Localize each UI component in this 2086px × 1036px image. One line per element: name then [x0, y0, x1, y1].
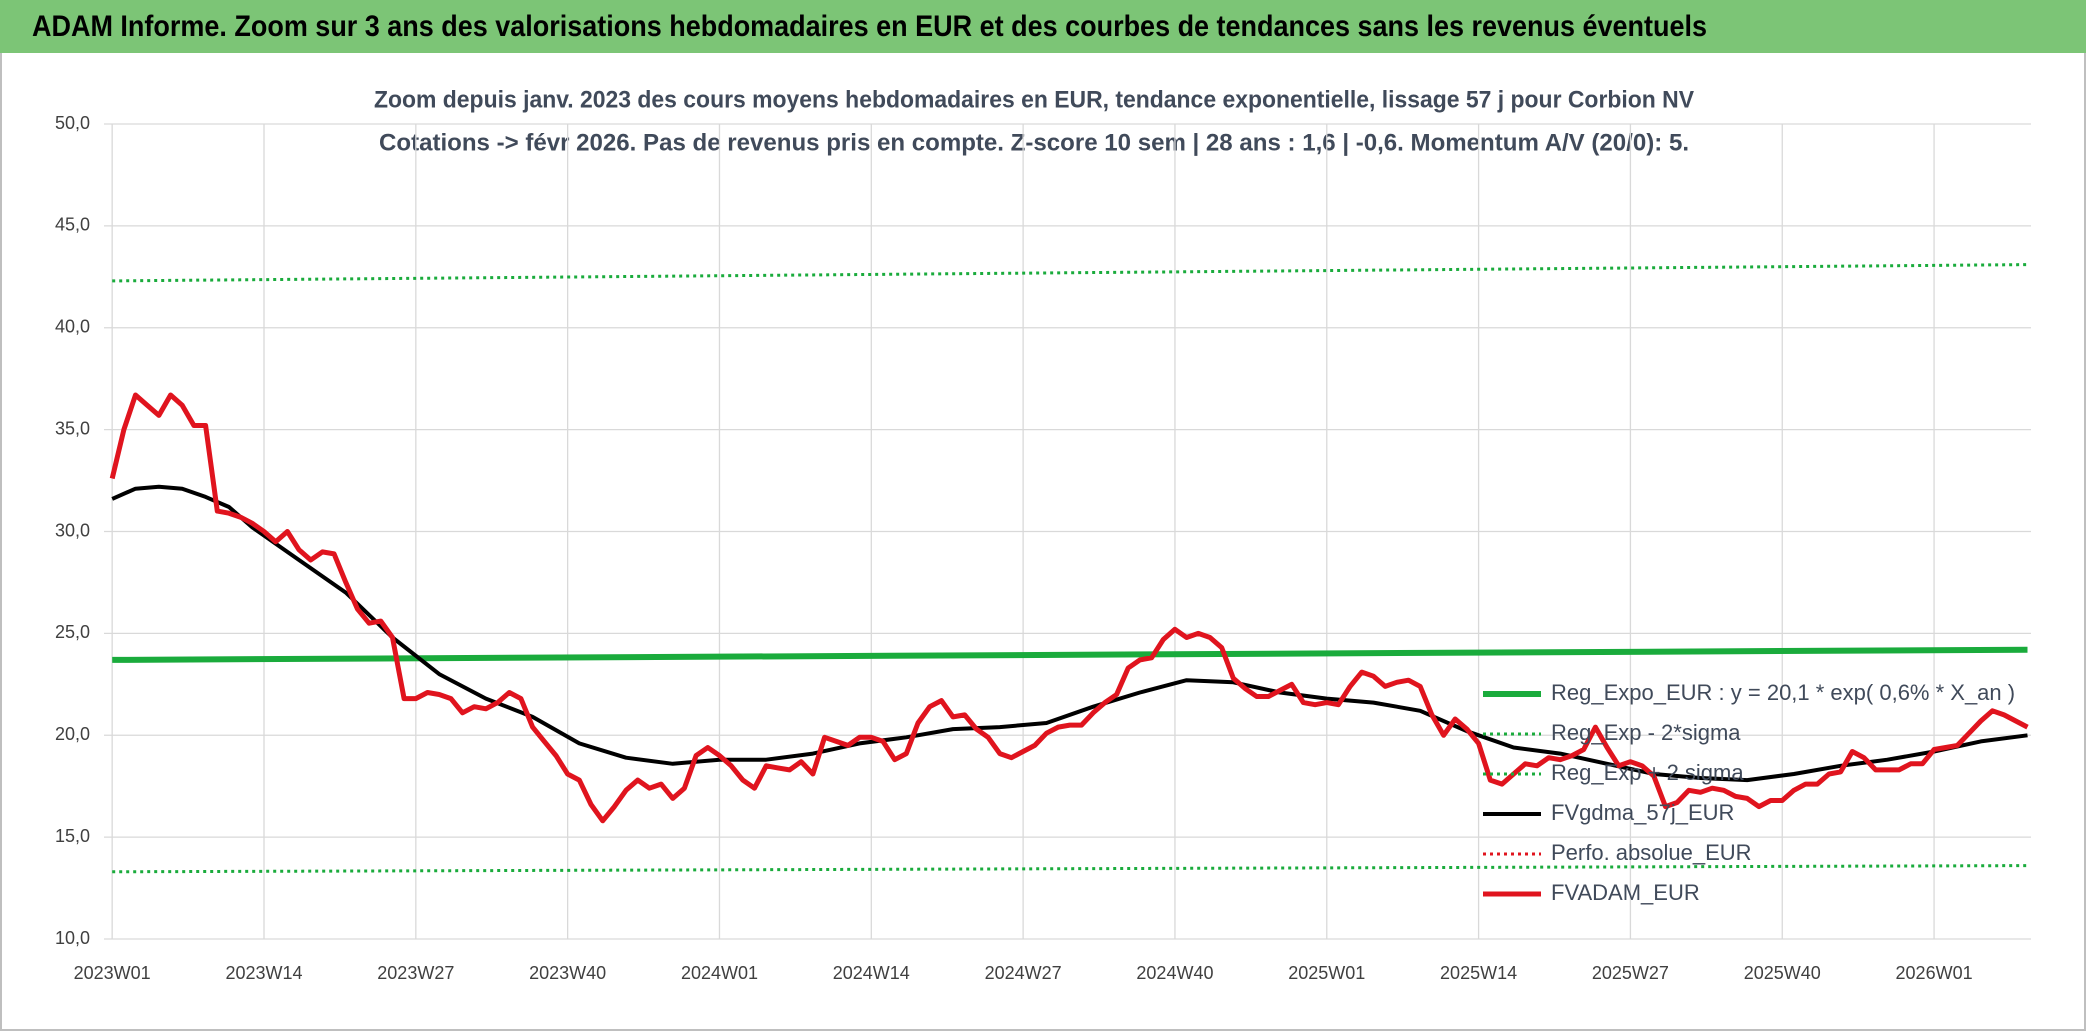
x-tick-label: 2025W01	[1288, 963, 1365, 983]
legend-label: Reg_Exp - 2*sigma	[1551, 720, 1741, 745]
x-tick-label: 2025W14	[1440, 963, 1517, 983]
header-bar	[0, 0, 2086, 53]
legend: Reg_Expo_EUR : y = 20,1 * exp( 0,6% * X_…	[1483, 680, 2015, 905]
header: ADAM Informe. Zoom sur 3 ans des valoris…	[32, 10, 1707, 43]
x-tick-label: 2026W01	[1896, 963, 1973, 983]
x-tick-label: 2024W01	[681, 963, 758, 983]
x-tick-label: 2024W27	[985, 963, 1062, 983]
x-tick-label: 2023W40	[529, 963, 606, 983]
y-tick-label: 50,0	[55, 113, 90, 133]
legend-label: FVgdma_57j_EUR	[1551, 800, 1734, 825]
series-line	[111, 484, 2028, 783]
y-tick-label: 30,0	[55, 520, 90, 540]
chart-subtitle: Cotations -> févr 2026. Pas de revenus p…	[379, 129, 1689, 156]
legend-label: FVADAM_EUR	[1551, 880, 1700, 905]
y-tick-label: 45,0	[55, 215, 90, 235]
x-tick-label: 2023W27	[377, 963, 454, 983]
y-tick-label: 10,0	[55, 928, 90, 948]
series-line	[112, 646, 2028, 663]
y-tick-label: 25,0	[55, 622, 90, 642]
plot	[109, 263, 2029, 874]
y-tick-label: 15,0	[55, 826, 90, 846]
grid: 10,0 15,0 20,0 25,0 30,0 35,0 40,0 45,0 50,0 2023…	[55, 113, 2031, 983]
x-tick-label: 2025W27	[1592, 963, 1669, 983]
x-tick-label: 2024W40	[1136, 963, 1213, 983]
y-tick-label: 35,0	[55, 418, 90, 438]
x-tick-label: 2025W40	[1744, 963, 1821, 983]
x-tick-label: 2023W01	[74, 963, 151, 983]
y-tick-label: 20,0	[55, 724, 90, 744]
series-line	[112, 864, 2028, 874]
series-line	[112, 263, 2028, 283]
legend-label: Reg_Expo_EUR : y = 20,1 * exp( 0,6% * X_…	[1551, 680, 2015, 705]
legend-label: Reg_Exp + 2 sigma	[1551, 760, 1744, 785]
chart-title: Zoom depuis janv. 2023 des cours moyens …	[374, 86, 1694, 113]
legend-label: Perfo. absolue_EUR	[1551, 840, 1752, 865]
y-tick-label: 40,0	[55, 317, 90, 337]
x-tick-label: 2023W14	[225, 963, 302, 983]
series-line	[109, 392, 2029, 824]
x-tick-label: 2024W14	[833, 963, 910, 983]
